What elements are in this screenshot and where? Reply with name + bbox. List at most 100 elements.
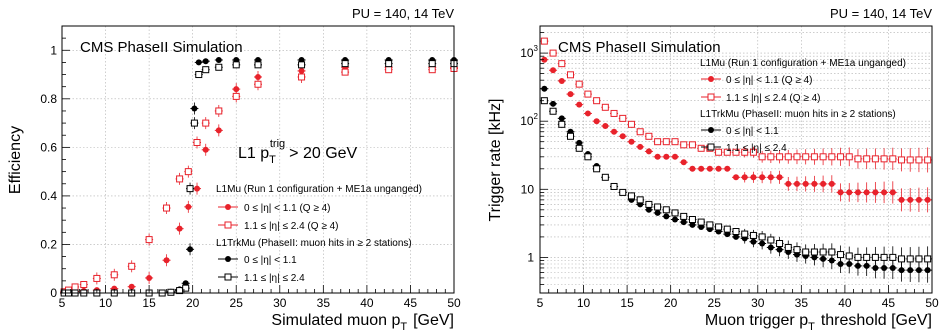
data-point	[202, 119, 210, 127]
data-point	[190, 119, 198, 127]
data-point	[428, 60, 436, 68]
legend-marker	[707, 93, 715, 101]
data-point	[837, 260, 844, 267]
data-point	[593, 118, 600, 125]
data-point	[758, 153, 766, 161]
data-point	[793, 180, 800, 187]
series-1	[540, 37, 932, 173]
series-0	[540, 56, 932, 213]
legend-group-l1mu: L1Mu (Run 1 configuration + ME1a ungange…	[216, 184, 422, 195]
data-point	[672, 153, 679, 160]
data-point	[898, 156, 906, 164]
data-point	[741, 148, 749, 156]
data-point	[584, 110, 591, 117]
data-point	[232, 92, 240, 100]
data-point	[654, 153, 661, 160]
data-point	[215, 63, 223, 71]
data-point	[627, 192, 635, 200]
data-point	[645, 148, 652, 155]
data-point	[680, 159, 687, 166]
data-point	[663, 153, 670, 160]
data-point	[758, 233, 766, 241]
legend-entry-3: 0 ≤ |η| < 1.1	[244, 255, 297, 266]
data-point	[215, 56, 222, 63]
rate-y-ticks: 1 10 102 103	[520, 32, 548, 294]
data-point	[907, 196, 914, 203]
y-tick-label: 1	[527, 250, 534, 264]
data-point	[549, 49, 557, 57]
efficiency-grid	[62, 26, 454, 293]
x-tick-label: 40	[838, 296, 852, 310]
data-point	[724, 165, 731, 172]
data-point	[889, 155, 897, 163]
data-point	[541, 56, 548, 63]
y-tick-label: 1	[50, 43, 57, 57]
data-point	[680, 212, 688, 220]
data-point	[385, 60, 393, 68]
data-point	[845, 153, 853, 161]
data-point	[298, 61, 306, 69]
data-point	[575, 144, 583, 152]
data-point	[593, 97, 601, 105]
data-point	[845, 252, 853, 260]
data-point	[637, 143, 644, 150]
data-point	[584, 153, 592, 161]
legend-entry-3: 0 ≤ |η| < 1.1	[726, 126, 779, 137]
legend-marker	[224, 221, 232, 229]
data-point	[819, 248, 827, 256]
data-point	[750, 174, 757, 181]
data-point	[828, 248, 836, 256]
data-point	[128, 283, 135, 290]
data-point	[636, 196, 644, 204]
y-tick-label: 0.8	[40, 92, 57, 106]
data-point	[915, 156, 923, 164]
data-point	[163, 204, 171, 212]
x-tick-label: 25	[708, 296, 722, 310]
y-tick-label: 10	[521, 182, 535, 196]
x-tick-label: 5	[59, 296, 66, 310]
data-point	[558, 77, 565, 84]
series-3	[540, 97, 932, 272]
data-point	[128, 262, 136, 270]
data-point	[784, 153, 792, 161]
data-point	[146, 274, 153, 281]
x-tick-label: 15	[620, 296, 634, 310]
efficiency-x-axis-label: Simulated muon pT [GeV]	[271, 312, 454, 333]
rate-x-axis-label: Muon trigger pT threshold [GeV]	[705, 312, 932, 333]
data-point	[628, 138, 635, 145]
data-point	[110, 271, 118, 279]
data-point	[662, 206, 670, 214]
data-point	[428, 66, 436, 74]
data-point	[550, 67, 557, 74]
efficiency-legend: L1Mu (Run 1 configuration + ME1a ungange…	[216, 184, 422, 284]
legend-entry-1: 0 ≤ |η| < 1.1 (Q ≥ 4)	[726, 75, 812, 86]
x-tick-label: 10	[99, 296, 113, 310]
data-point	[924, 255, 932, 263]
x-tick-label: 30	[751, 296, 765, 310]
data-point	[601, 103, 609, 111]
data-point	[654, 138, 662, 146]
data-point	[715, 223, 723, 231]
data-point	[880, 253, 888, 261]
data-point	[254, 80, 262, 88]
data-point	[906, 255, 914, 263]
data-point	[671, 209, 679, 217]
data-point	[645, 132, 653, 140]
data-point	[898, 196, 905, 203]
data-point	[176, 175, 184, 183]
data-point	[706, 221, 714, 229]
data-point	[889, 253, 897, 261]
data-point	[697, 144, 705, 152]
data-point	[733, 174, 739, 181]
data-point	[680, 141, 688, 149]
legend-marker	[708, 127, 714, 133]
data-point	[776, 239, 784, 247]
x-tick-label: 50	[925, 296, 939, 310]
data-point	[871, 155, 879, 163]
data-point	[549, 107, 557, 115]
data-point	[645, 206, 652, 213]
data-point	[906, 156, 914, 164]
data-point	[566, 132, 574, 140]
data-point	[254, 61, 262, 69]
